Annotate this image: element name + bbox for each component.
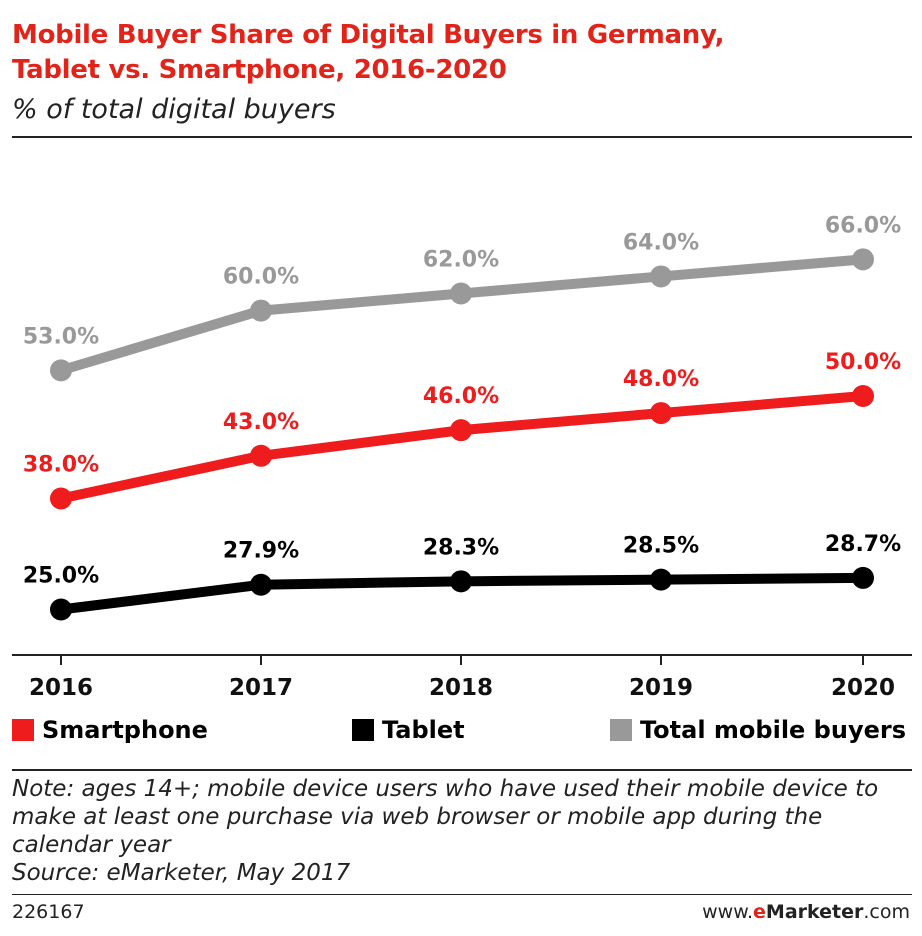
note-line: make at least one purchase via web brows…: [12, 804, 823, 830]
chart-title: Mobile Buyer Share of Digital Buyers in …: [12, 18, 725, 88]
x-tick-label: 2017: [229, 675, 293, 701]
brand-suffix: .com: [863, 901, 910, 923]
legend-label: Tablet: [382, 716, 465, 744]
data-point-smartphone: [50, 487, 72, 510]
data-label-tablet: 28.7%: [825, 532, 901, 557]
data-label-tablet: 28.5%: [623, 534, 699, 559]
data-label-smartphone: 48.0%: [623, 367, 699, 392]
legend-total: Total mobile buyers: [610, 716, 906, 744]
data-point-tablet: [450, 570, 472, 593]
data-point-smartphone: [650, 402, 672, 425]
data-point-smartphone: [450, 419, 472, 442]
line-chart: 2016 2017 2018 2019 2020 53.0% 60.0% 62.0% 64.0%…: [12, 213, 912, 701]
data-label-smartphone: 46.0%: [423, 384, 499, 409]
data-point-tablet: [250, 573, 272, 596]
data-label-smartphone: 50.0%: [825, 350, 901, 375]
data-point-tablet: [650, 568, 672, 591]
data-label-total-mobile-buyers: 60.0%: [223, 265, 299, 290]
data-point-total-mobile-buyers: [650, 265, 672, 288]
divider-notes: [12, 769, 912, 771]
data-point-total-mobile-buyers: [450, 282, 472, 305]
brand-logo: www.eMarketer.com: [702, 901, 910, 923]
brand-name: Marketer: [765, 901, 864, 923]
source-line: Source: eMarketer, May 2017: [12, 860, 351, 886]
data-label-total-mobile-buyers: 62.0%: [423, 248, 499, 273]
legend-label: Smartphone: [42, 716, 208, 744]
data-label-tablet: 27.9%: [223, 539, 299, 564]
data-point-total-mobile-buyers: [250, 299, 272, 322]
legend-label: Total mobile buyers: [640, 716, 906, 744]
title-line-2: Tablet vs. Smartphone, 2016-2020: [12, 55, 507, 85]
data-point-smartphone: [852, 385, 874, 407]
divider-top: [12, 136, 912, 138]
data-point-smartphone: [250, 444, 272, 467]
legend-tablet: Tablet: [352, 716, 465, 744]
x-tick-label: 2019: [629, 675, 693, 701]
divider-footer: [12, 894, 912, 895]
data-point-tablet: [50, 598, 72, 621]
series-line-total-mobile-buyers: [59, 254, 864, 376]
chart-notes: Note: ages 14+; mobile device users who …: [12, 775, 912, 887]
brand-e: e: [753, 901, 766, 923]
data-label-tablet: 25.0%: [23, 564, 99, 589]
note-line: calendar year: [12, 832, 171, 858]
data-label-smartphone: 38.0%: [23, 452, 99, 477]
legend-smartphone: Smartphone: [12, 716, 208, 744]
note-line: Note: ages 14+; mobile device users who …: [12, 776, 879, 802]
data-label-smartphone: 43.0%: [223, 410, 299, 435]
series-line-smartphone: [59, 391, 864, 504]
data-label-tablet: 28.3%: [423, 535, 499, 560]
x-tick-label: 2020: [831, 675, 895, 701]
chart-id: 226167: [12, 901, 85, 923]
x-tick-label: 2016: [29, 675, 93, 701]
data-point-total-mobile-buyers: [852, 248, 874, 271]
data-label-total-mobile-buyers: 66.0%: [825, 213, 901, 238]
data-point-total-mobile-buyers: [50, 359, 72, 382]
brand-prefix: www.: [702, 901, 754, 923]
legend-swatch: [610, 719, 632, 741]
chart-subtitle: % of total digital buyers: [12, 94, 336, 125]
data-point-tablet: [852, 566, 874, 589]
x-tick-label: 2018: [429, 675, 493, 701]
title-line-1: Mobile Buyer Share of Digital Buyers in …: [12, 20, 725, 50]
data-label-total-mobile-buyers: 53.0%: [23, 324, 99, 349]
legend-swatch: [352, 719, 374, 741]
data-label-total-mobile-buyers: 64.0%: [623, 230, 699, 255]
legend-swatch: [12, 719, 34, 741]
